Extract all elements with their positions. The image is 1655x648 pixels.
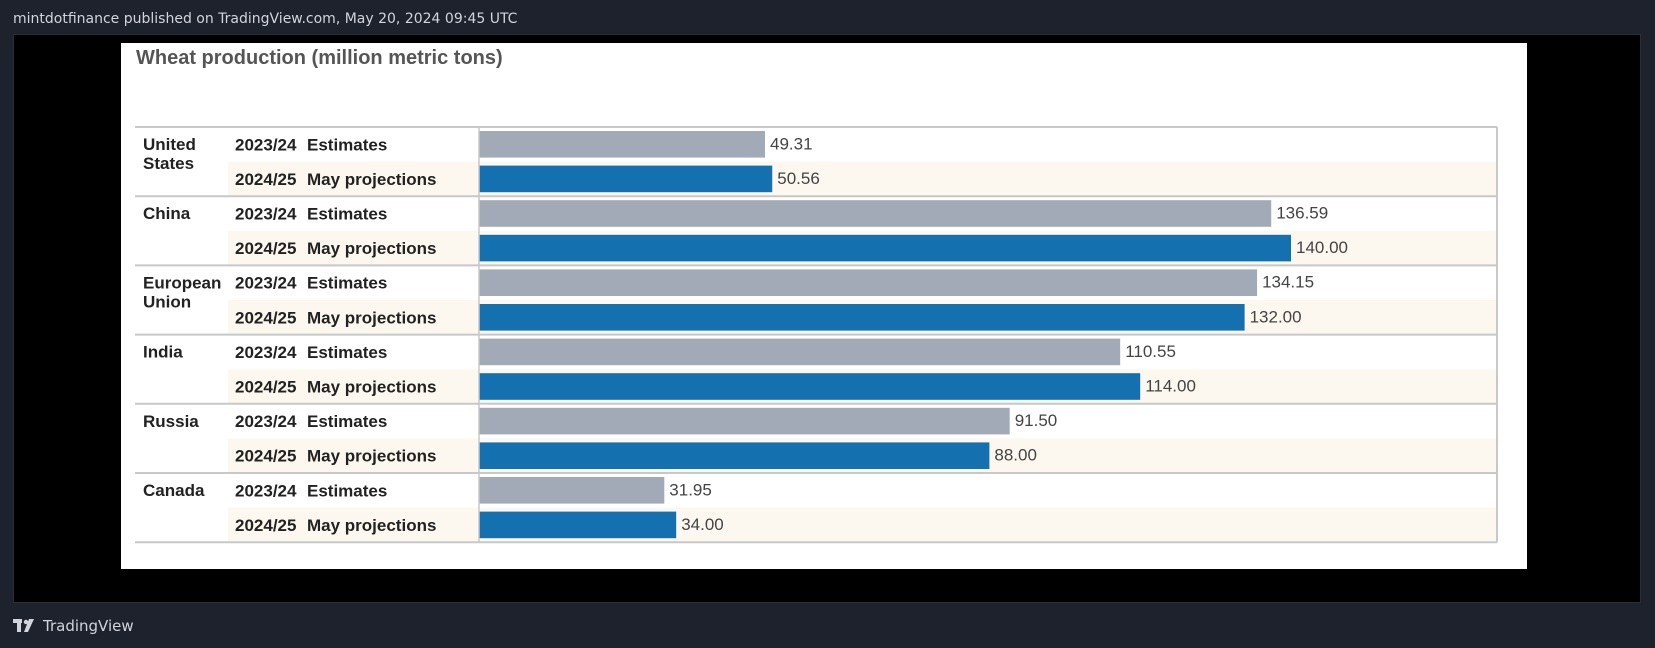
country-label: China [143, 204, 191, 223]
row-kind-label: Estimates [307, 481, 387, 500]
chart-panel: Wheat production (million metric tons) 2… [121, 43, 1527, 569]
row-kind-label: May projections [307, 239, 436, 258]
bar-value-label: 31.95 [669, 480, 712, 499]
projection-bar [479, 234, 1291, 262]
bar-value-label: 34.00 [681, 515, 724, 534]
bar-value-label: 134.15 [1262, 273, 1314, 292]
row-year-label: 2024/25 [235, 516, 296, 535]
estimate-bar [479, 200, 1272, 227]
estimate-bar [479, 131, 765, 158]
estimate-bar [479, 407, 1010, 435]
row-kind-label: May projections [307, 308, 436, 327]
projection-bar [479, 442, 990, 469]
chart-title: Wheat production (million metric tons) [136, 47, 503, 69]
projection-bar [479, 304, 1245, 331]
row-kind-label: May projections [307, 378, 436, 397]
row-year-label: 2024/25 [235, 239, 296, 258]
bar-value-label: 88.00 [994, 446, 1037, 465]
row-year-label: 2024/25 [235, 170, 296, 189]
row-year-label: 2023/24 [235, 274, 297, 293]
publish-info: mintdotfinance published on TradingView.… [13, 11, 518, 27]
country-label: European [143, 273, 221, 292]
country-label: United [143, 135, 196, 154]
projection-bar [479, 511, 677, 539]
projection-row-bg [228, 161, 1497, 197]
projection-bar [479, 165, 773, 193]
row-kind-label: May projections [307, 447, 436, 466]
bar-chart: 2023/24 Estimates 49.31 2024/25 May projecti… [135, 126, 1498, 544]
row-year-label: 2024/25 [235, 308, 296, 327]
bar-value-label: 91.50 [1015, 411, 1058, 430]
row-kind-label: Estimates [307, 274, 387, 293]
tradingview-brand: TradingView [43, 617, 134, 635]
row-year-label: 2023/24 [235, 205, 297, 224]
row-kind-label: May projections [307, 170, 436, 189]
bar-value-label: 114.00 [1145, 377, 1196, 396]
bar-value-label: 132.00 [1250, 307, 1302, 326]
estimate-bar [479, 269, 1258, 296]
footer[interactable]: TradingView [13, 617, 134, 635]
row-kind-label: May projections [307, 516, 436, 535]
tradingview-logo-icon [13, 619, 34, 632]
row-year-label: 2023/24 [235, 135, 297, 154]
row-kind-label: Estimates [307, 412, 387, 431]
projection-bar [479, 373, 1141, 400]
row-kind-label: Estimates [307, 343, 387, 362]
country-label: States [143, 154, 194, 173]
projection-row-bg [228, 507, 1497, 543]
row-kind-label: Estimates [307, 135, 387, 154]
row-kind-label: Estimates [307, 205, 387, 224]
country-label: Russia [143, 412, 199, 431]
country-label: Canada [143, 481, 205, 500]
country-label: India [143, 343, 183, 362]
row-year-label: 2024/25 [235, 378, 296, 397]
bar-value-label: 110.55 [1125, 342, 1176, 361]
row-year-label: 2023/24 [235, 343, 297, 362]
row-year-label: 2023/24 [235, 481, 297, 500]
country-label: Union [143, 292, 191, 311]
bar-value-label: 140.00 [1296, 238, 1348, 257]
bar-value-label: 136.59 [1276, 204, 1328, 223]
estimate-bar [479, 477, 665, 504]
row-year-label: 2023/24 [235, 412, 297, 431]
bar-value-label: 49.31 [770, 134, 813, 153]
estimate-bar [479, 338, 1121, 366]
bar-value-label: 50.56 [777, 169, 820, 188]
row-year-label: 2024/25 [235, 447, 296, 466]
